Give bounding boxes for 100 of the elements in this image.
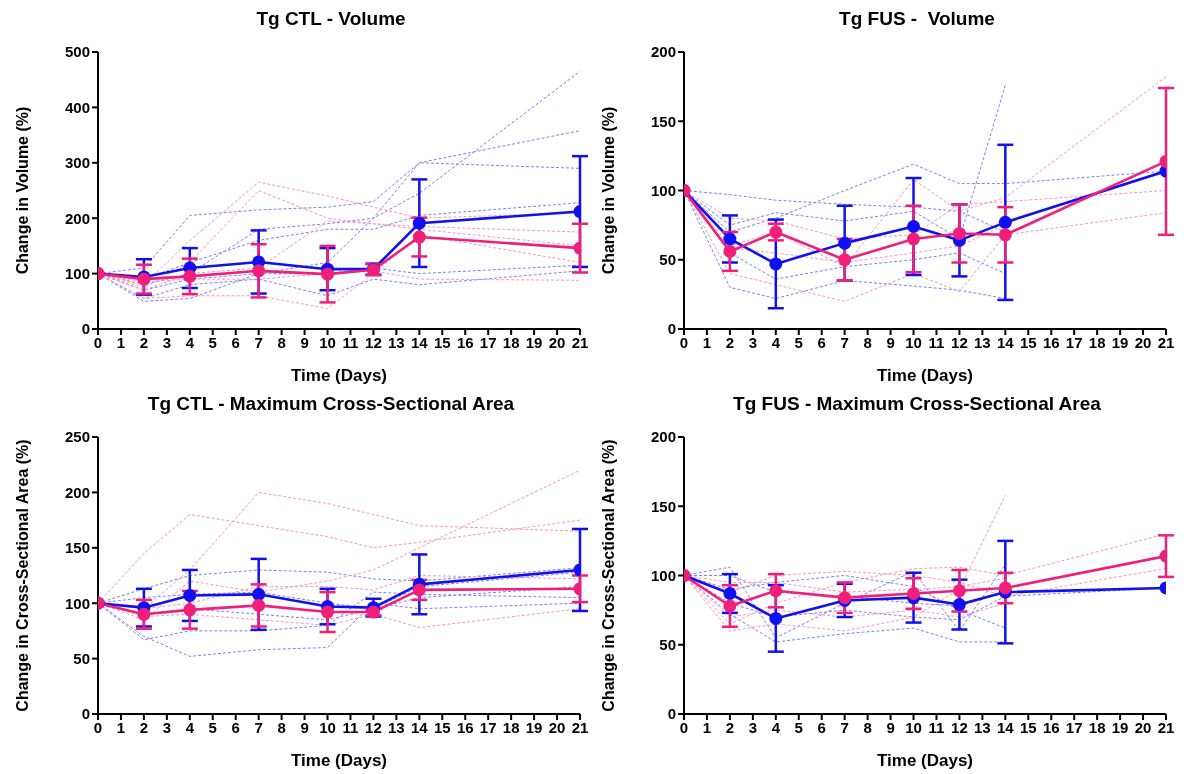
y-tick-label: 200 bbox=[650, 428, 676, 446]
x-tick-label: 3 bbox=[748, 333, 758, 351]
x-tick-label: 1 bbox=[702, 718, 712, 736]
x-tick-label: 4 bbox=[185, 333, 195, 351]
x-tick-label: 17 bbox=[479, 333, 497, 351]
x-tick-label: 19 bbox=[1111, 333, 1129, 351]
y-tick-label: 0 bbox=[81, 705, 90, 723]
y-tick-label: 100 bbox=[650, 566, 676, 584]
x-tick-label: 12 bbox=[365, 333, 382, 351]
x-tick-label: 5 bbox=[794, 333, 803, 351]
x-tick-label: 3 bbox=[162, 718, 172, 736]
x-tick-label: 7 bbox=[254, 333, 263, 351]
x-tick-label: 21 bbox=[1157, 333, 1175, 351]
x-tick-label: 4 bbox=[185, 718, 195, 736]
x-tick-label: 2 bbox=[725, 718, 735, 736]
x-tick-label: 0 bbox=[93, 718, 103, 736]
x-tick-label: 6 bbox=[231, 333, 240, 351]
x-tick-label: 2 bbox=[139, 718, 149, 736]
y-tick-label: 50 bbox=[73, 649, 90, 667]
x-tick-label: 10 bbox=[319, 718, 336, 736]
y-axis-title: Change in Cross-Sectional Area (%) bbox=[599, 439, 617, 712]
y-axis-title: Change in Cross-Sectional Area (%) bbox=[13, 439, 31, 712]
x-tick-label: 7 bbox=[840, 333, 849, 351]
x-tick-label: 5 bbox=[208, 718, 217, 736]
x-tick-label: 21 bbox=[571, 718, 589, 736]
x-tick-label: 2 bbox=[139, 333, 149, 351]
x-tick-label: 18 bbox=[502, 333, 520, 351]
y-tick-label: 100 bbox=[64, 594, 90, 612]
y-tick-label: 0 bbox=[81, 320, 90, 338]
x-tick-label: 2 bbox=[725, 333, 735, 351]
x-tick-label: 16 bbox=[1042, 333, 1060, 351]
x-tick-label: 3 bbox=[748, 718, 758, 736]
x-tick-label: 19 bbox=[1111, 718, 1129, 736]
x-axis-title: Time (Days) bbox=[290, 751, 388, 770]
y-tick-label: 150 bbox=[64, 539, 90, 557]
x-tick-label: 3 bbox=[162, 333, 172, 351]
y-tick-label: 100 bbox=[64, 264, 90, 282]
y-tick-label: 250 bbox=[64, 428, 90, 446]
chart-title: Tg CTL - Volume bbox=[255, 8, 407, 31]
x-tick-label: 7 bbox=[254, 718, 263, 736]
x-tick-label: 15 bbox=[1019, 718, 1037, 736]
y-tick-label: 200 bbox=[650, 43, 676, 61]
chart-title: Tg CTL - Maximum Cross-Sectional Area bbox=[146, 393, 516, 416]
x-tick-label: 8 bbox=[277, 333, 286, 351]
x-tick-label: 14 bbox=[410, 333, 429, 351]
x-tick-label: 1 bbox=[116, 718, 126, 736]
x-tick-label: 11 bbox=[342, 333, 359, 351]
x-tick-label: 12 bbox=[365, 718, 382, 736]
x-tick-label: 8 bbox=[863, 718, 872, 736]
x-tick-label: 12 bbox=[951, 718, 968, 736]
x-tick-label: 20 bbox=[548, 333, 566, 351]
x-tick-label: 13 bbox=[974, 333, 991, 351]
y-tick-label: 300 bbox=[64, 154, 90, 172]
y-tick-label: 150 bbox=[650, 497, 676, 515]
x-tick-label: 1 bbox=[702, 333, 712, 351]
x-tick-label: 0 bbox=[679, 718, 689, 736]
x-tick-label: 14 bbox=[996, 333, 1015, 351]
y-tick-label: 200 bbox=[64, 209, 90, 227]
x-tick-label: 20 bbox=[1134, 333, 1152, 351]
y-tick-label: 0 bbox=[667, 320, 676, 338]
x-tick-label: 12 bbox=[951, 333, 968, 351]
x-tick-label: 10 bbox=[905, 333, 922, 351]
x-tick-label: 6 bbox=[817, 333, 826, 351]
x-tick-label: 9 bbox=[300, 718, 309, 736]
x-tick-label: 9 bbox=[886, 333, 895, 351]
x-tick-label: 5 bbox=[794, 718, 803, 736]
chart-title: Tg FUS - Volume bbox=[838, 8, 996, 31]
x-tick-label: 13 bbox=[388, 333, 405, 351]
x-tick-label: 10 bbox=[905, 718, 922, 736]
x-tick-label: 5 bbox=[208, 333, 217, 351]
x-tick-label: 16 bbox=[1042, 718, 1060, 736]
x-tick-label: 15 bbox=[433, 718, 451, 736]
x-tick-label: 7 bbox=[840, 718, 849, 736]
x-tick-label: 16 bbox=[456, 333, 474, 351]
y-tick-label: 50 bbox=[659, 636, 676, 654]
x-tick-label: 21 bbox=[1157, 718, 1175, 736]
x-tick-label: 17 bbox=[479, 718, 497, 736]
y-tick-label: 0 bbox=[667, 705, 676, 723]
x-tick-label: 4 bbox=[771, 333, 781, 351]
x-tick-label: 0 bbox=[93, 333, 103, 351]
x-tick-label: 8 bbox=[277, 718, 286, 736]
x-tick-label: 19 bbox=[525, 718, 543, 736]
x-tick-label: 16 bbox=[456, 718, 474, 736]
x-tick-label: 10 bbox=[319, 333, 336, 351]
y-tick-label: 200 bbox=[64, 483, 90, 501]
x-tick-label: 15 bbox=[1019, 333, 1037, 351]
y-tick-label: 100 bbox=[650, 181, 676, 199]
x-axis-title: Time (Days) bbox=[876, 751, 974, 770]
x-tick-label: 8 bbox=[863, 333, 872, 351]
x-tick-label: 6 bbox=[817, 718, 826, 736]
x-tick-label: 19 bbox=[525, 333, 543, 351]
x-tick-label: 11 bbox=[928, 333, 945, 351]
x-tick-label: 6 bbox=[231, 718, 240, 736]
y-tick-label: 400 bbox=[64, 98, 90, 116]
x-tick-label: 21 bbox=[571, 333, 589, 351]
x-tick-label: 14 bbox=[996, 718, 1015, 736]
x-tick-label: 13 bbox=[974, 718, 991, 736]
x-tick-label: 17 bbox=[1065, 718, 1083, 736]
x-tick-label: 13 bbox=[388, 718, 405, 736]
x-tick-label: 18 bbox=[502, 718, 520, 736]
